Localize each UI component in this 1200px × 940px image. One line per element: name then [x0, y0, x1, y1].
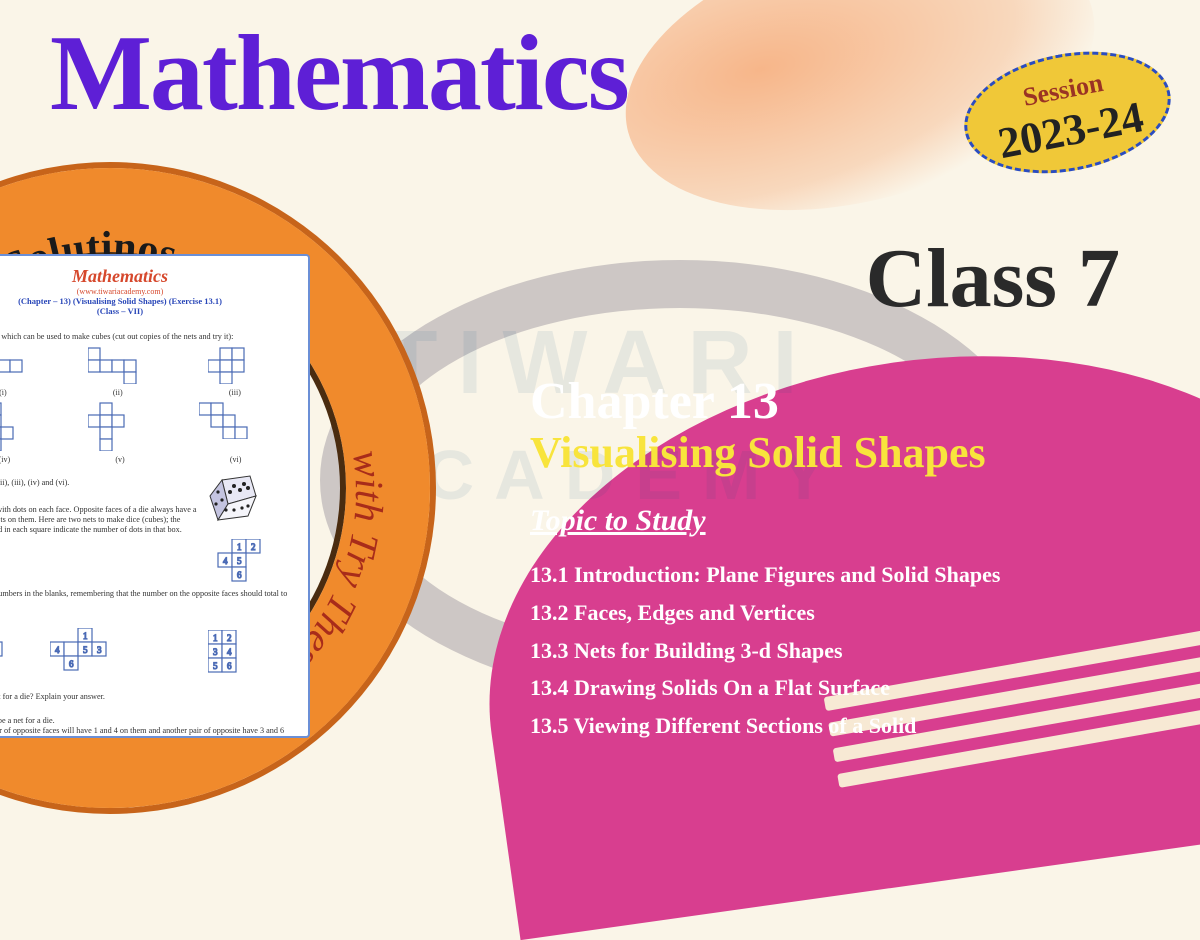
net-label-iii: (iii)	[229, 388, 241, 397]
q3-text: Can this be a net for a die? Explain you…	[0, 692, 294, 702]
a3-text: No, this cannot be a net for a die.	[0, 716, 294, 726]
svg-text:5: 5	[213, 661, 218, 671]
svg-text:1: 1	[213, 633, 218, 643]
svg-text:6: 6	[227, 661, 232, 671]
topic-list: 13.1 Introduction: Plane Figures and Sol…	[530, 556, 1000, 745]
net-iv	[0, 401, 27, 451]
svg-text:5: 5	[237, 556, 242, 566]
a2-text: Because one pair of opposite faces will …	[0, 726, 294, 738]
net-i	[0, 346, 32, 384]
chapter-name: Visualising Solid Shapes	[530, 427, 1000, 478]
chapter-block: Chapter 13 Visualising Solid Shapes Topi…	[530, 372, 1000, 745]
class-label: Class 7	[866, 230, 1120, 327]
ws-chapter-line: (Chapter – 13) (Visualising Solid Shapes…	[0, 296, 294, 306]
svg-text:3: 3	[213, 647, 218, 657]
topic-item: 13.4 Drawing Solids On a Flat Surface	[530, 669, 1000, 707]
a2-label: Answer 2:	[0, 614, 294, 624]
svg-text:4: 4	[55, 645, 60, 655]
svg-text:3: 3	[97, 645, 102, 655]
net-iii	[208, 346, 266, 384]
svg-text:2: 2	[251, 542, 256, 552]
topic-heading: Topic to Study	[530, 504, 1000, 538]
a3-label: Answer 3:	[0, 706, 294, 716]
a2-nets: 1 3 2 4 5 6 1 4 5 3 6	[0, 628, 294, 676]
net-label-vi: (vi)	[230, 455, 242, 464]
net-label-ii: (ii)	[113, 388, 123, 397]
topic-item: 13.1 Introduction: Plane Figures and Sol…	[530, 556, 1000, 594]
net-v	[88, 401, 138, 451]
page-title: Mathematics	[50, 12, 628, 136]
nets-row-1-labels: (i) (ii) (iii)	[0, 388, 294, 397]
q1-label: Question 1:	[0, 322, 294, 332]
svg-text:2: 2	[227, 633, 232, 643]
q2-net1: 1 2 4 5 6	[0, 539, 264, 587]
topic-item: 13.5 Viewing Different Sections of a Sol…	[530, 707, 1000, 745]
nets-row-2	[0, 401, 294, 451]
svg-text:1: 1	[237, 542, 242, 552]
svg-text:5: 5	[83, 645, 88, 655]
svg-text:6: 6	[237, 570, 242, 580]
nets-row-2-labels: (iv) (v) (vi)	[0, 455, 294, 464]
q1-text: Identify the nets which can be used to m…	[0, 332, 294, 342]
svg-text:6: 6	[69, 659, 74, 669]
chapter-number: Chapter 13	[530, 372, 1000, 431]
worksheet-page: Mathematics (www.tiwariacademy.com) (Cha…	[0, 254, 310, 738]
topic-item: 13.3 Nets for Building 3-d Shapes	[530, 632, 1000, 670]
dice-icon	[204, 474, 260, 530]
net-label-iv: (iv)	[0, 455, 10, 464]
net-label-v: (v)	[115, 455, 124, 464]
q3-label: Question 3:	[0, 682, 294, 692]
ws-class-line: (Class – VII)	[0, 306, 294, 316]
svg-text:4: 4	[223, 556, 228, 566]
net-vi	[199, 401, 263, 439]
topic-item: 13.2 Faces, Edges and Vertices	[530, 594, 1000, 632]
nets-row-1	[0, 346, 294, 384]
ws-url: (www.tiwariacademy.com)	[0, 287, 294, 296]
net-ii	[88, 346, 152, 384]
svg-text:1: 1	[83, 631, 88, 641]
svg-text:4: 4	[227, 647, 232, 657]
ws-title: Mathematics	[0, 266, 294, 287]
q2-text: Dice are cubes with dots on each face. O…	[0, 505, 206, 536]
q2-insert: Insert suitable numbers in the blanks, r…	[0, 589, 294, 610]
net-label-i: (i)	[0, 388, 7, 397]
q3-net: 1 2 3 4 5 6	[208, 630, 248, 680]
